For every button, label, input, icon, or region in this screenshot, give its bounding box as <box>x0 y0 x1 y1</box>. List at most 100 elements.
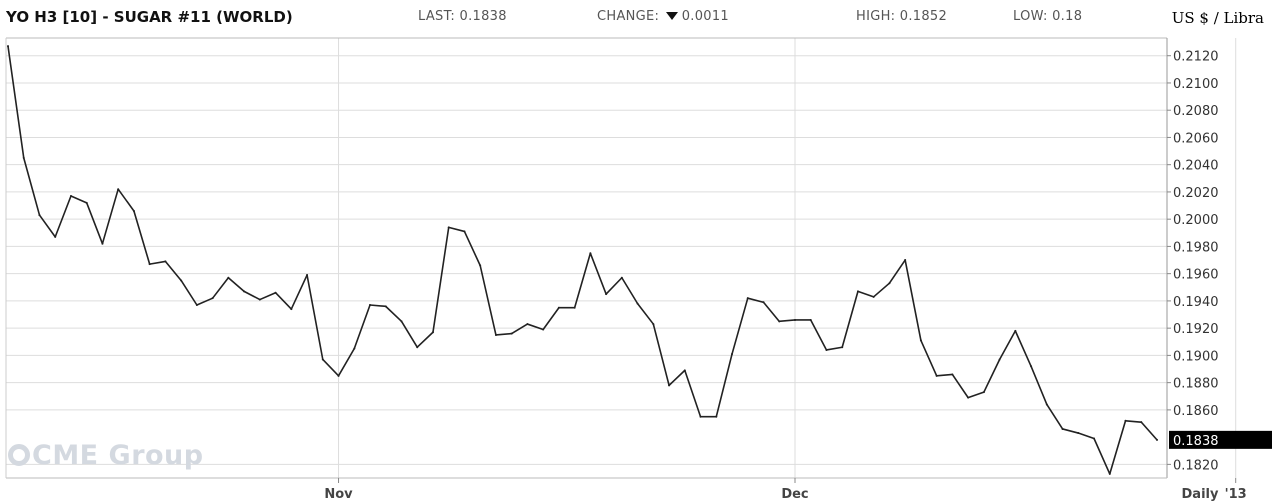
price-line-segment <box>510 323 529 335</box>
price-point <box>227 276 230 279</box>
price-point <box>479 264 482 267</box>
price-line-segment <box>983 358 1001 393</box>
price-point <box>117 188 120 191</box>
y-tick-label: 0.1920 <box>1173 322 1219 337</box>
price-line-segment <box>211 276 230 299</box>
price-line-segment <box>180 279 198 306</box>
price-point <box>337 374 340 377</box>
x-tick-label: '13 <box>1225 487 1247 502</box>
watermark-text: CME Group <box>32 440 204 471</box>
price-point <box>542 328 545 331</box>
low-price: LOW: 0.18 <box>1013 9 1083 24</box>
y-tick-label: 0.1900 <box>1173 349 1219 364</box>
price-point <box>778 320 781 323</box>
y-tick-label: 0.2020 <box>1173 186 1219 201</box>
price-point <box>589 252 592 255</box>
last-value-badge <box>1169 430 1272 449</box>
price-point <box>321 358 324 361</box>
price-point <box>967 396 970 399</box>
price-point <box>1045 403 1048 406</box>
cme-globe-icon <box>8 444 30 466</box>
price-point <box>195 303 198 306</box>
price-line-segment <box>70 195 88 204</box>
y-tick-label: 0.1980 <box>1173 240 1219 255</box>
price-line-segment <box>998 330 1017 361</box>
price-point <box>605 293 608 296</box>
change-label: CHANGE: <box>597 9 660 24</box>
x-axis-ticks: Nov Dec '13 Daily <box>324 478 1247 502</box>
price-line-segment <box>589 252 607 295</box>
unit-label: US $ / Libra <box>1167 9 1264 27</box>
price-line-segment <box>7 45 25 159</box>
price-point <box>557 306 560 309</box>
price-line-segment <box>353 304 371 350</box>
price-line-segment <box>605 276 623 295</box>
price-line-segment <box>684 369 702 418</box>
price-point <box>746 297 749 300</box>
y-tick-label: 0.1820 <box>1173 458 1219 473</box>
price-point <box>101 242 104 245</box>
price-point <box>1140 421 1143 424</box>
price-line-segment <box>384 305 403 323</box>
price-line-segment <box>400 320 419 349</box>
price-line-segment <box>101 188 119 245</box>
price-point <box>1061 427 1064 430</box>
price-line-segment <box>920 339 938 377</box>
price-point <box>872 295 875 298</box>
price-point <box>290 308 293 311</box>
last-price: LAST: 0.1838 <box>418 9 507 24</box>
price-point <box>243 290 246 293</box>
price-line-segment <box>526 323 544 331</box>
price-line-segment <box>542 306 560 331</box>
price-point <box>856 290 859 293</box>
price-line-segment <box>321 358 340 377</box>
price-point <box>809 318 812 321</box>
price-line-segment <box>133 210 151 265</box>
price-point <box>951 373 954 376</box>
price-point <box>526 323 529 326</box>
price-line-segment <box>22 157 41 216</box>
y-tick-label: 0.2080 <box>1173 104 1219 119</box>
price-line-segment <box>841 290 859 349</box>
price-point <box>431 331 434 334</box>
price-line-segment <box>117 188 135 212</box>
x-tick-label: Nov <box>324 487 353 502</box>
price-point <box>715 415 718 418</box>
price-point <box>699 415 702 418</box>
price-line-segment <box>904 259 922 342</box>
y-tick-label: 0.2120 <box>1173 50 1219 65</box>
price-line-segment <box>935 373 954 377</box>
last-value-label: 0.1838 <box>1173 434 1219 449</box>
y-tick-label: 0.1960 <box>1173 268 1219 283</box>
price-line-segment <box>746 297 765 304</box>
price-point <box>683 369 686 372</box>
y-tick-label: 0.2040 <box>1173 159 1219 174</box>
price-point <box>132 210 135 213</box>
y-tick-label: 0.1880 <box>1173 377 1219 392</box>
price-line-segment <box>369 304 387 308</box>
price-point <box>85 201 88 204</box>
price-line-segment <box>196 297 214 306</box>
price-line-segment <box>306 274 324 361</box>
price-point <box>1108 472 1111 475</box>
price-line-segment <box>164 260 182 282</box>
price-point <box>306 274 309 277</box>
price-line-segment <box>951 373 969 399</box>
price-point <box>22 156 25 159</box>
price-point <box>652 323 655 326</box>
y-axis-ticks: 0.2120 0.2100 0.2080 0.2060 0.2040 0.2020 0.20… <box>1167 50 1219 473</box>
price-line-segment <box>872 282 891 298</box>
price-line-segment <box>148 260 167 265</box>
price-point <box>919 339 922 342</box>
price-point <box>668 384 671 387</box>
price-line-segment <box>1014 330 1032 368</box>
price-point <box>1030 365 1033 368</box>
price-point <box>274 291 277 294</box>
price-point <box>573 306 576 309</box>
price-line-segment <box>463 230 481 267</box>
price-point <box>636 302 639 305</box>
price-point <box>731 353 734 356</box>
price-point <box>888 282 891 285</box>
price-point <box>1093 437 1096 440</box>
